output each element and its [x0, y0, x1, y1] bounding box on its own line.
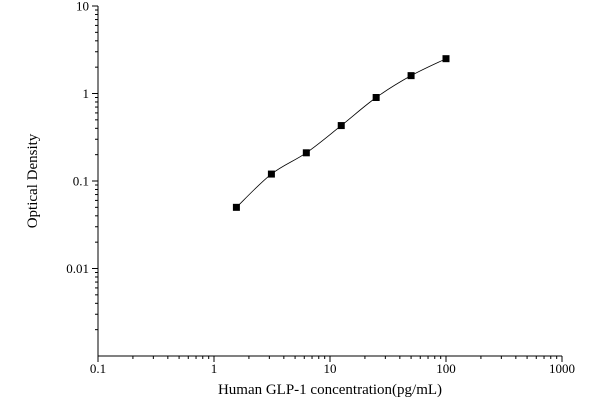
y-ticks: 0.01 0.1 1 10	[66, 0, 98, 331]
data-point	[442, 55, 450, 63]
x-tick-label: 10	[324, 361, 337, 376]
fit-line	[236, 58, 447, 208]
x-tick-label: 1000	[549, 361, 575, 376]
data-markers	[232, 55, 450, 211]
data-point	[267, 170, 275, 178]
x-axis-title: Human GLP-1 concentration(pg/mL)	[218, 382, 442, 398]
y-tick-label: 1	[83, 86, 90, 101]
x-tick-label: 0.1	[90, 361, 106, 376]
x-ticks: 0.1 1 10 100 1000	[90, 356, 575, 376]
data-point	[407, 72, 415, 80]
data-point	[302, 149, 310, 157]
axes	[97, 6, 562, 357]
y-tick-label: 0.1	[73, 174, 89, 189]
data-point	[337, 122, 345, 130]
y-axis-title: Optical Density	[25, 133, 41, 228]
x-tick-label: 1	[211, 361, 218, 376]
y-tick-label: 0.01	[66, 261, 89, 276]
data-point	[232, 203, 240, 211]
data-point	[372, 94, 380, 102]
x-tick-label: 100	[436, 361, 456, 376]
y-tick-label: 10	[76, 0, 89, 14]
